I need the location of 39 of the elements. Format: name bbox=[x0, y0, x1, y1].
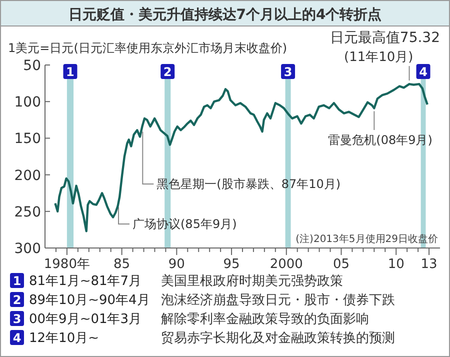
x-tick-label: 2000 bbox=[270, 257, 303, 272]
y-tick-label: 250 bbox=[14, 204, 41, 220]
text: 89年10月~90年4月 bbox=[29, 293, 150, 308]
annotation: 广场协议(85年9月) bbox=[132, 217, 237, 231]
annotation: (注)2013年5月使用29日收盘价 bbox=[296, 233, 438, 245]
x-tick-label: 85 bbox=[114, 257, 130, 272]
text: 贸易赤字长期化及对金融政策转换的预测 bbox=[161, 330, 395, 346]
text: 2 bbox=[12, 293, 22, 307]
text: 12年10月~ bbox=[29, 331, 99, 346]
text: 1 bbox=[12, 274, 22, 288]
text: 81年1月~81年7月 bbox=[29, 274, 142, 289]
annotation: (11年10月) bbox=[344, 50, 414, 65]
annotation: 日元最高值75.32 bbox=[330, 30, 440, 46]
y-tick-label: 150 bbox=[14, 131, 41, 148]
x-tick-label: 05 bbox=[332, 257, 350, 272]
band-label: 2 bbox=[163, 65, 172, 79]
y-tick-label: 100 bbox=[14, 94, 41, 111]
text: 3 bbox=[12, 312, 22, 326]
y-tick-label: 200 bbox=[14, 168, 41, 184]
x-tick-label: 90 bbox=[168, 257, 185, 272]
x-tick-label: 1980年 bbox=[44, 257, 90, 272]
band-label: 4 bbox=[419, 65, 428, 79]
y-tick-label: 50 bbox=[23, 58, 41, 74]
band-label: 1 bbox=[66, 65, 74, 79]
text: 解除零利率金融政策导致的负面影响 bbox=[161, 311, 369, 327]
chart-title: 日元贬值・美元升值持续达7个月以上的4个转折点 bbox=[68, 6, 382, 23]
line-series bbox=[54, 82, 428, 232]
y-tick-label: 300 bbox=[14, 241, 41, 257]
text: 美国里根政府时期美元强势政策 bbox=[161, 273, 343, 289]
annotation: 黑色星期一(股市暴跌、87年10月) bbox=[156, 177, 341, 191]
x-tick-label: 95 bbox=[223, 257, 240, 272]
text: 00年9月~01年3月 bbox=[29, 312, 142, 327]
x-tick-label: 10 bbox=[388, 257, 404, 272]
y-axis-title: 1美元=日元(日元汇率使用东京外汇市场月末收盘价) bbox=[8, 41, 288, 55]
annotation: 雷曼危机(08年9月) bbox=[328, 133, 432, 147]
text: 4 bbox=[12, 331, 22, 345]
x-tick-label: 13 bbox=[420, 257, 438, 272]
band-label: 3 bbox=[284, 65, 292, 79]
text: 泡沫经济崩盘导致日元・股市・债券下跌 bbox=[161, 293, 395, 308]
